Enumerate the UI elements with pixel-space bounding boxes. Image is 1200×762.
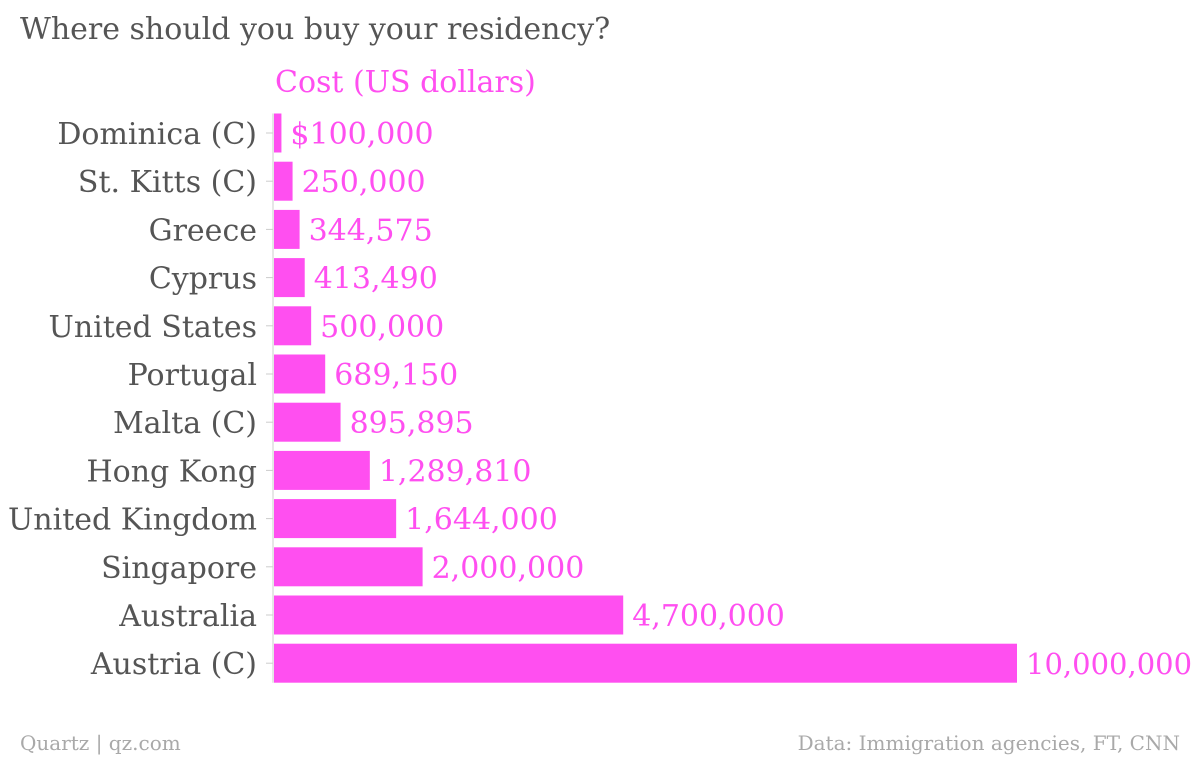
bar xyxy=(274,499,397,539)
value-label: 2,000,000 xyxy=(432,551,585,586)
value-label: 1,644,000 xyxy=(405,503,558,538)
value-label: 1,289,810 xyxy=(379,454,532,489)
value-labels: $100,000 250,000 344,575 413,490 500,000 689,… xyxy=(290,117,1192,681)
bar xyxy=(274,595,624,635)
y-axis xyxy=(266,113,274,683)
category-label: Australia xyxy=(118,599,257,634)
value-label: 689,150 xyxy=(334,358,458,393)
category-label: Malta (C) xyxy=(113,406,257,441)
value-label: 500,000 xyxy=(320,310,444,345)
value-label: $100,000 xyxy=(290,117,433,152)
category-label: Hong Kong xyxy=(87,454,257,489)
category-label: Dominica (C) xyxy=(57,117,257,152)
value-label: 344,575 xyxy=(309,213,433,248)
chart-title: Where should you buy your residency? xyxy=(20,12,611,47)
category-label: United States xyxy=(49,310,257,345)
bars xyxy=(274,113,1017,683)
value-label: 413,490 xyxy=(314,262,438,297)
series-title: Cost (US dollars) xyxy=(275,65,536,100)
category-label: Cyprus xyxy=(149,262,257,297)
category-label: St. Kitts (C) xyxy=(78,165,257,200)
bar xyxy=(274,258,305,298)
footer-source-left: Quartz | qz.com xyxy=(20,731,181,755)
bar xyxy=(274,643,1017,683)
bar xyxy=(274,354,326,394)
value-label: 250,000 xyxy=(302,165,426,200)
category-label: Austria (C) xyxy=(90,647,257,682)
value-label: 895,895 xyxy=(350,406,474,441)
value-label: 10,000,000 xyxy=(1026,647,1192,681)
bar xyxy=(274,402,341,442)
bar xyxy=(274,450,370,490)
category-label: Portugal xyxy=(128,358,257,393)
bar xyxy=(274,113,282,153)
bar xyxy=(274,161,293,201)
category-label: United Kingdom xyxy=(8,503,257,538)
footer-source-right: Data: Immigration agencies, FT, CNN xyxy=(797,731,1180,755)
category-label: Singapore xyxy=(101,551,257,586)
bar xyxy=(274,209,300,249)
bar xyxy=(274,306,312,346)
value-label: 4,700,000 xyxy=(632,599,785,634)
category-label: Greece xyxy=(149,213,257,248)
bar xyxy=(274,547,423,587)
category-labels: Dominica (C) St. Kitts (C) Greece Cyprus Uni… xyxy=(8,117,257,682)
